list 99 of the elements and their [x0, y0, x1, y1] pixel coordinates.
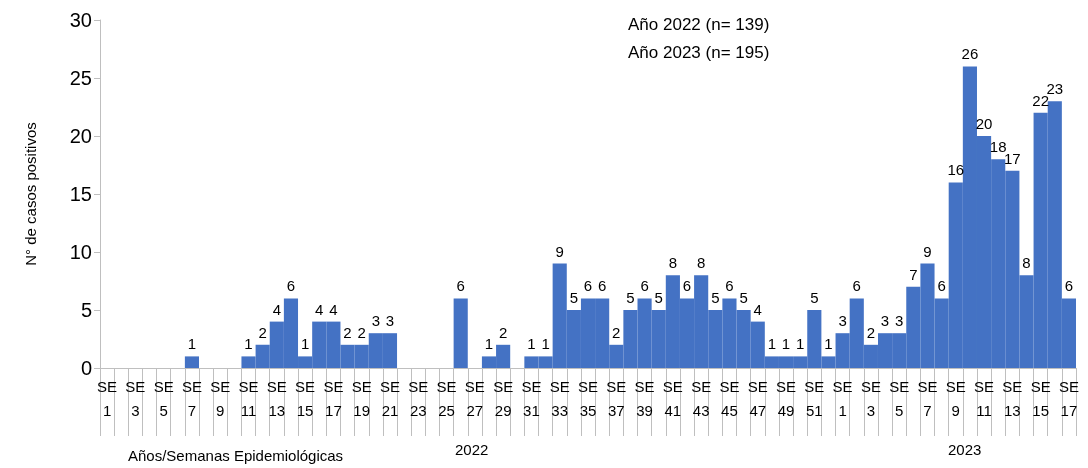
x-tick-label: SE 45	[719, 377, 740, 419]
data-label: 1	[187, 335, 197, 353]
x-tick-label: SE 17	[1058, 377, 1079, 419]
data-label: 6	[597, 277, 607, 295]
y-tick-label: 5	[80, 299, 92, 321]
data-label: 6	[725, 277, 734, 295]
data-label: 1	[527, 335, 536, 353]
data-label: 18	[989, 138, 1007, 156]
x-tick-label: SE 29	[493, 377, 514, 419]
y-tick-label: 10	[69, 241, 92, 263]
data-label: 5	[569, 289, 579, 306]
x-tick-label: SE 5	[889, 377, 910, 419]
text: 2023	[948, 441, 982, 458]
x-tick-label: SE 13	[1002, 377, 1023, 419]
x-tick-label: SE 51	[804, 377, 825, 419]
data-label: 1	[796, 335, 805, 353]
data-label: 9	[555, 242, 564, 260]
y-tick-label: 30	[69, 9, 92, 31]
text: 2022	[455, 441, 489, 458]
data-label: 4	[329, 300, 338, 318]
x-tick-label: SE 1	[97, 377, 118, 419]
data-label: 2	[258, 323, 267, 341]
data-label: 8	[1022, 254, 1031, 272]
x-tick-label: SE 25	[436, 377, 457, 419]
data-label: 1	[244, 335, 253, 353]
y-tick-label: 15	[69, 183, 92, 205]
data-label: 2	[612, 323, 621, 341]
data-label: 4	[272, 300, 281, 318]
data-label: 1	[300, 335, 310, 353]
data-label: 6	[852, 277, 861, 295]
data-label: 26	[961, 45, 979, 63]
data-label: 3	[895, 312, 904, 330]
x-tick-label: SE 21	[379, 377, 400, 419]
x-tick-label: SE 23	[408, 377, 429, 419]
x-tick-label: SE 3	[860, 377, 881, 419]
data-label: 6	[640, 277, 649, 295]
x-tick-label: SE 47	[747, 377, 768, 419]
data-label: 6	[682, 277, 692, 295]
x-tick-label: SE 37	[606, 377, 627, 419]
data-label: 6	[456, 277, 465, 295]
data-label: 8	[668, 254, 678, 272]
x-tick-label: SE 43	[691, 377, 712, 419]
annotation: Año 2023 (n= 195)	[628, 43, 770, 62]
data-label: 4	[753, 300, 762, 318]
data-label: 9	[923, 242, 932, 260]
data-label: 1	[484, 335, 494, 353]
data-label: 4	[315, 300, 324, 318]
data-label: 8	[696, 254, 706, 272]
data-label: 3	[838, 312, 847, 330]
x-tick-label: SE 27	[464, 377, 485, 419]
data-label: 6	[286, 277, 296, 295]
x-tick-label: SE 7	[917, 377, 938, 419]
data-label: 3	[880, 312, 890, 330]
data-label: 7	[909, 265, 918, 283]
data-label: 6	[1064, 277, 1074, 295]
x-tick-label: SE 17	[323, 377, 344, 419]
x-tick-label: SE 3	[125, 377, 146, 419]
x-axis-title: Años/Semanas Epidemiológicas	[128, 447, 344, 464]
data-label: 3	[385, 312, 395, 330]
bar	[453, 298, 468, 368]
data-label: 5	[654, 289, 663, 306]
annotation: Año 2022 (n= 139)	[628, 15, 770, 34]
y-tick-label: 0	[80, 357, 92, 379]
x-tick-label: SE 5	[153, 377, 174, 419]
x-tick-label: SE 9	[210, 377, 231, 419]
x-tick-label: SE 1	[832, 377, 853, 419]
data-label: 6	[937, 277, 946, 295]
data-label: 1	[541, 335, 550, 353]
data-label: 5	[810, 289, 819, 306]
x-tick-label: SE 39	[634, 377, 655, 419]
x-tick-label: SE 13	[266, 377, 287, 419]
x-tick-label: SE 11	[974, 377, 995, 419]
x-tick-label: SE 49	[776, 377, 797, 419]
x-tick-label: SE 11	[238, 377, 259, 419]
x-tick-label: SE 9	[945, 377, 966, 419]
x-tick-label: SE 41	[662, 377, 683, 419]
data-label: 1	[781, 335, 791, 353]
bar	[184, 356, 200, 368]
data-label: 2	[866, 323, 876, 341]
data-label: 5	[711, 289, 720, 306]
x-tick-label: SE 15	[295, 377, 316, 419]
data-label: 2	[498, 323, 508, 341]
y-tick-label: 25	[69, 67, 92, 89]
y-axis-title: N° de casos positivos	[22, 122, 39, 266]
data-label: 1	[767, 335, 777, 353]
x-tick-label: SE 7	[181, 377, 202, 419]
data-label: 3	[371, 312, 380, 330]
x-tick-label: SE 15	[1030, 377, 1051, 419]
data-label: 5	[626, 289, 635, 306]
x-tick-label: SE 19	[351, 377, 372, 419]
data-label: 1	[824, 335, 833, 353]
data-label: 6	[583, 277, 593, 295]
data-label: 2	[343, 323, 352, 341]
x-tick-label: SE 35	[577, 377, 599, 419]
data-label: 5	[739, 289, 748, 306]
y-tick-label: 20	[69, 125, 92, 147]
data-label: 2	[357, 323, 366, 341]
x-tick-label: SE 31	[521, 377, 542, 419]
x-tick-label: SE 33	[549, 377, 570, 419]
